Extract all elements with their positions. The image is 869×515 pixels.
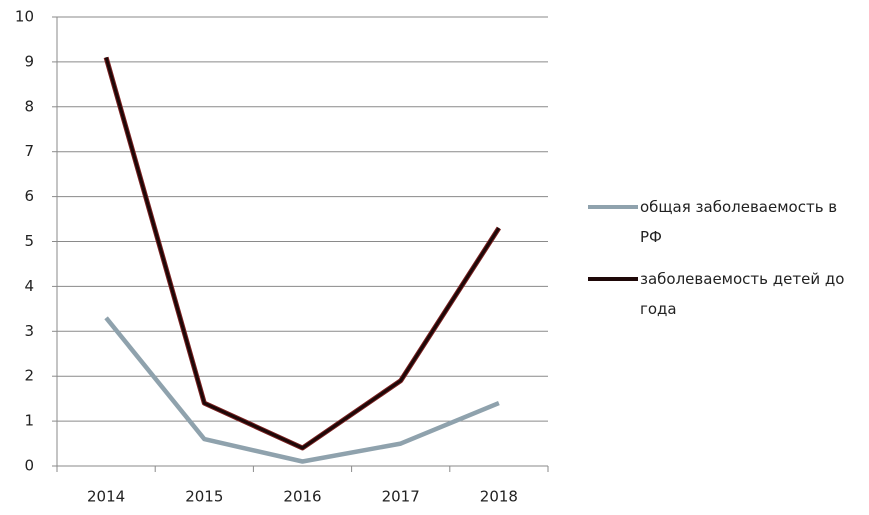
y-tick-label: 1 <box>24 412 34 430</box>
x-tick-label: 2017 <box>382 488 420 506</box>
x-tick-label: 2016 <box>283 488 321 506</box>
x-tick-label: 2014 <box>87 488 125 506</box>
legend-item: заболеваемость детей до года <box>588 264 858 324</box>
y-tick-label: 7 <box>24 142 34 160</box>
y-tick-label: 6 <box>24 187 34 205</box>
y-tick-label: 5 <box>24 232 34 250</box>
y-tick-label: 9 <box>24 52 34 70</box>
y-tick-label: 10 <box>15 8 34 26</box>
y-tick-label: 4 <box>24 277 34 295</box>
series-line <box>104 316 500 464</box>
legend-swatch <box>588 205 638 209</box>
y-tick-label: 0 <box>24 457 34 475</box>
legend-label: общая заболеваемость в РФ <box>640 198 838 246</box>
legend-swatch <box>588 277 638 281</box>
y-tick-label: 3 <box>24 322 34 340</box>
legend: общая заболеваемость в РФ заболеваемость … <box>588 192 858 336</box>
series-line <box>104 56 501 450</box>
x-tick-label: 2015 <box>185 488 223 506</box>
x-tick-label: 2018 <box>480 488 518 506</box>
y-tick-label: 8 <box>24 97 34 115</box>
y-tick-label: 2 <box>24 367 34 385</box>
legend-item: общая заболеваемость в РФ <box>588 192 858 252</box>
legend-label: заболеваемость детей до года <box>640 270 845 318</box>
